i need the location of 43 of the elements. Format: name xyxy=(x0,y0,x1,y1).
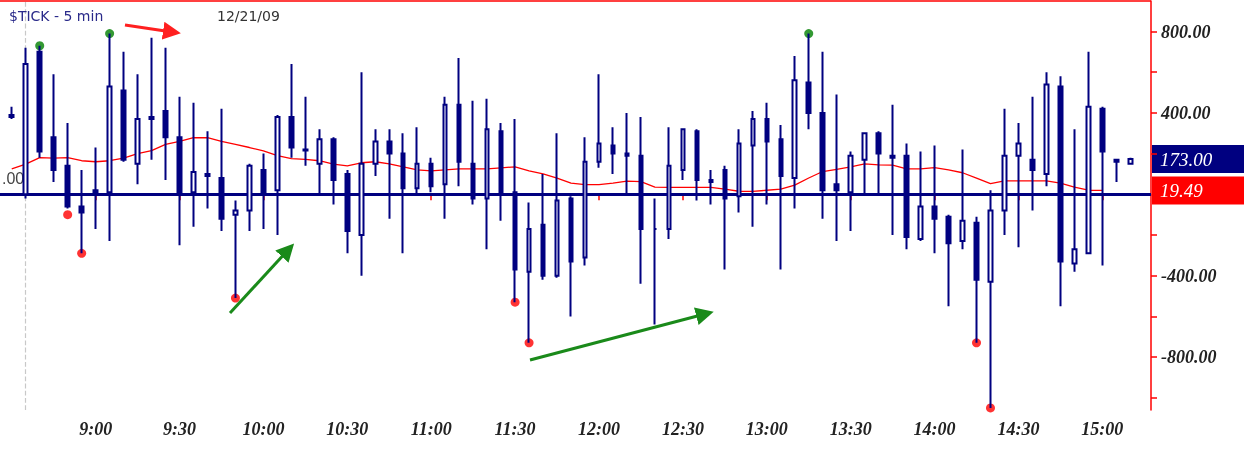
candlestick xyxy=(36,44,43,159)
candlestick xyxy=(1043,71,1050,188)
candlestick xyxy=(232,199,239,300)
candlestick xyxy=(1127,156,1134,165)
x-tick-label: 12:00 xyxy=(577,419,620,439)
candlestick xyxy=(372,128,379,177)
candlestick xyxy=(680,128,686,182)
x-tick-label: 13:00 xyxy=(745,419,788,439)
x-tick-label: 11:00 xyxy=(410,419,452,439)
y-tick-label: 400.00 xyxy=(1160,102,1211,123)
candlestick xyxy=(8,105,15,121)
x-tick-label: 10:30 xyxy=(326,419,369,439)
y-tick-label: -800.00 xyxy=(1161,347,1217,368)
candlestick xyxy=(945,213,952,308)
candlestick xyxy=(134,73,141,186)
candlestick xyxy=(50,73,57,184)
candlestick xyxy=(456,56,462,188)
x-tick-label: 9:00 xyxy=(79,419,113,439)
x-tick-label: 11:30 xyxy=(494,419,536,439)
candlestick xyxy=(596,73,602,169)
x-tick-label: 9:30 xyxy=(163,419,197,439)
candlestick xyxy=(288,63,295,159)
candlestick xyxy=(120,50,127,163)
text: $TICK - 5 min xyxy=(9,8,104,24)
candlestick xyxy=(805,32,812,131)
candlestick xyxy=(302,95,309,167)
point xyxy=(63,210,73,220)
x-tick-label: 12:30 xyxy=(661,419,704,439)
candlestick xyxy=(1113,158,1120,184)
text: 173.00 xyxy=(1160,148,1213,170)
text: 19.49 xyxy=(1160,179,1204,201)
candlestick xyxy=(148,36,155,161)
x-tick-label: 14:30 xyxy=(997,419,1040,439)
candlestick xyxy=(610,126,616,175)
candlestick xyxy=(162,46,169,182)
candlestick xyxy=(652,197,658,326)
x-tick-label: 10:00 xyxy=(242,419,285,439)
text: 12/21/09 xyxy=(217,8,280,24)
x-tick-label: 14:00 xyxy=(913,419,956,439)
x-tick-label: 13:30 xyxy=(829,419,872,439)
y-tick-label: 800.00 xyxy=(1161,21,1211,42)
x-tick-label: 15:00 xyxy=(1081,419,1124,439)
y-tick-label: -400.00 xyxy=(1161,265,1217,286)
